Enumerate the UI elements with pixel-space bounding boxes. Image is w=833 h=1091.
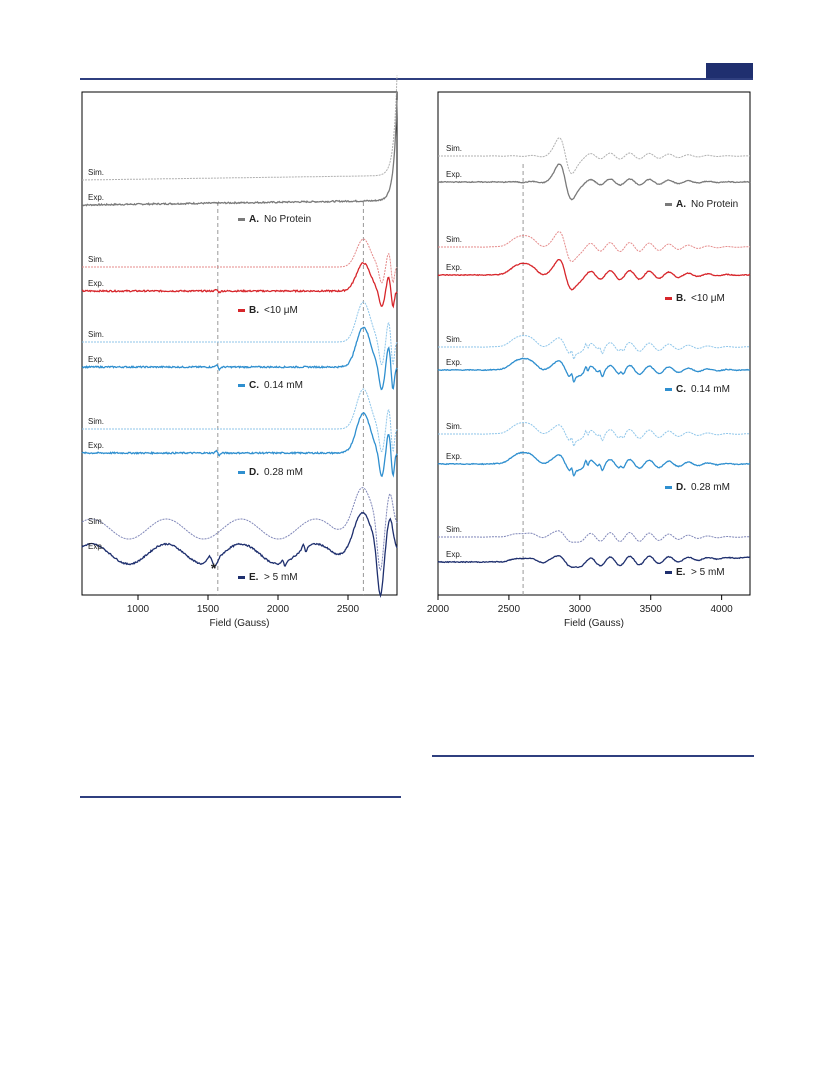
- trace-label-sim: Sim.: [446, 144, 462, 153]
- legend-label-A: A.: [249, 214, 259, 225]
- trace-label-exp: Exp.: [446, 550, 462, 559]
- epr-spectra-left-chart: 1000 1500 2000 2500 Field (Gauss) Sim. Exp. A. N…: [81, 75, 398, 629]
- x-tick-label: 2000: [427, 604, 450, 615]
- trace-C-sim: [438, 335, 751, 361]
- trace-label-exp: Exp.: [88, 279, 104, 288]
- legend-label-D: D.: [249, 467, 259, 478]
- trace-label-exp: Exp.: [446, 452, 462, 461]
- legend-swatch-D: [665, 486, 672, 489]
- legend-desc-D: 0.28 mM: [264, 467, 303, 478]
- trace-A-exp: [81, 99, 398, 207]
- legend-desc-A: No Protein: [264, 214, 311, 225]
- trace-label-sim: Sim.: [446, 422, 462, 431]
- legend-desc-D: 0.28 mM: [691, 482, 730, 493]
- trace-label-sim: Sim.: [88, 517, 104, 526]
- x-tick-label: 1500: [197, 604, 220, 615]
- trace-C-exp: [437, 357, 751, 384]
- trace-C-sim: [82, 301, 398, 366]
- trace-A-exp: [437, 163, 751, 201]
- trace-label-sim: Sim.: [88, 417, 104, 426]
- header-rule: [80, 78, 753, 80]
- x-tick-label: 2000: [267, 604, 290, 615]
- x-tick-label: 3000: [569, 604, 592, 615]
- trace-B-sim: [82, 238, 398, 284]
- section-rule-left: [80, 796, 401, 798]
- trace-A-sim: [82, 75, 398, 181]
- x-tick-label: 3500: [640, 604, 663, 615]
- x-tick-label: 2500: [498, 604, 521, 615]
- x-axis-label: Field (Gauss): [564, 618, 624, 629]
- epr-spectra-right-chart: 2000 2500 3000 3500 4000 Field (Gauss) Sim. Exp…: [427, 91, 751, 629]
- plot-frame: [81, 91, 398, 596]
- legend-swatch-A: [238, 218, 245, 221]
- trace-D-exp: [81, 412, 398, 478]
- trace-label-sim: Sim.: [446, 235, 462, 244]
- legend-desc-E: > 5 mM: [264, 572, 298, 583]
- x-tick-label: 4000: [711, 604, 734, 615]
- legend-desc-B: <10 μM: [691, 293, 725, 304]
- header-tab: [706, 63, 753, 78]
- star-annotation: *: [211, 560, 217, 576]
- trace-A-sim: [438, 137, 750, 175]
- trace-E-exp: [81, 511, 398, 598]
- legend-label-A: A.: [676, 199, 686, 210]
- legend-swatch-B: [665, 297, 672, 300]
- legend-desc-B: <10 μM: [264, 305, 298, 316]
- legend-label-B: B.: [676, 293, 686, 304]
- trace-label-exp: Exp.: [88, 542, 104, 551]
- legend-swatch-C: [665, 388, 672, 391]
- legend-swatch-D: [238, 471, 245, 474]
- section-rule-right: [432, 755, 754, 757]
- legend-label-B: B.: [249, 305, 259, 316]
- trace-D-sim: [82, 388, 398, 453]
- trace-label-sim: Sim.: [446, 335, 462, 344]
- trace-D-exp: [437, 451, 751, 477]
- trace-B-sim: [438, 231, 751, 263]
- x-tick-label: 2500: [337, 604, 360, 615]
- trace-E-sim: [81, 487, 398, 572]
- trace-label-sim: Sim.: [446, 525, 462, 534]
- legend-swatch-E: [238, 576, 245, 579]
- x-axis-label: Field (Gauss): [209, 618, 269, 629]
- x-tick-label: 1000: [127, 604, 150, 615]
- legend-label-C: C.: [676, 384, 686, 395]
- trace-D-sim: [438, 422, 751, 448]
- trace-label-exp: Exp.: [88, 355, 104, 364]
- legend-swatch-B: [238, 309, 245, 312]
- legend-label-E: E.: [249, 572, 259, 583]
- trace-label-exp: Exp.: [446, 263, 462, 272]
- trace-E-exp: [437, 555, 750, 569]
- trace-label-exp: Exp.: [446, 358, 462, 367]
- trace-label-sim: Sim.: [88, 168, 104, 177]
- legend-swatch-E: [665, 571, 672, 574]
- legend-desc-C: 0.14 mM: [691, 384, 730, 395]
- trace-B-exp: [81, 261, 398, 309]
- legend-label-E: E.: [676, 567, 686, 578]
- plot-frame: [437, 91, 751, 596]
- trace-C-exp: [81, 326, 398, 391]
- trace-E-sim: [438, 530, 751, 543]
- legend-label-D: D.: [676, 482, 686, 493]
- legend-desc-C: 0.14 mM: [264, 380, 303, 391]
- legend-desc-A: No Protein: [691, 199, 738, 210]
- trace-label-sim: Sim.: [88, 255, 104, 264]
- legend-label-C: C.: [249, 380, 259, 391]
- trace-label-sim: Sim.: [88, 330, 104, 339]
- legend-desc-E: > 5 mM: [691, 567, 725, 578]
- trace-label-exp: Exp.: [446, 170, 462, 179]
- trace-label-exp: Exp.: [88, 193, 104, 202]
- legend-swatch-C: [238, 384, 245, 387]
- legend-swatch-A: [665, 203, 672, 206]
- trace-B-exp: [437, 259, 751, 291]
- trace-label-exp: Exp.: [88, 441, 104, 450]
